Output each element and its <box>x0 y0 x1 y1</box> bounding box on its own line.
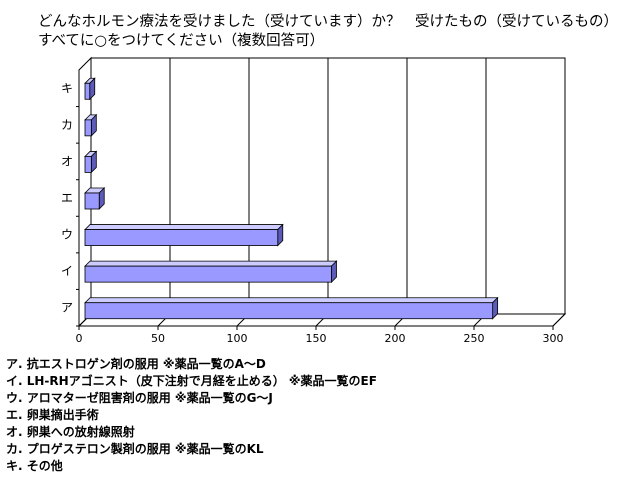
chart-title-line-2: すべてに○をつけてください（複数回答可） <box>38 33 325 49</box>
legend-item-o: オ. 卵巣への放射線照射 <box>6 425 135 439</box>
y-tick-label: イ <box>61 264 73 278</box>
x-tick-label: 50 <box>151 332 165 345</box>
bar <box>84 302 494 320</box>
y-tick-label: ア <box>61 301 73 315</box>
y-tick-label: キ <box>61 81 73 95</box>
y-tick-label: カ <box>61 118 73 132</box>
legend-item-e: エ. 卵巣摘出手術 <box>6 408 99 422</box>
x-tick-label: 250 <box>464 332 485 345</box>
legend-item-u: ウ. アロマターゼ阻害剤の服用 ※薬品一覧のG～J <box>6 391 273 405</box>
x-tick-label: 0 <box>76 332 83 345</box>
bar <box>84 119 92 137</box>
chart-title-line-1: どんなホルモン療法を受けました（受けています）か？ 受けたもの（受けているもの） <box>38 14 618 30</box>
floor-gridline <box>552 313 566 327</box>
bar-top-face <box>84 297 499 304</box>
x-tick-label: 300 <box>543 332 564 345</box>
bar <box>84 82 91 100</box>
bar <box>84 192 100 210</box>
bar-top-face <box>84 224 284 230</box>
x-tick-label: 150 <box>306 332 327 345</box>
legend-item-ka: カ. プロゲステロン製剤の服用 ※薬品一覧のKL <box>6 442 264 456</box>
x-tick-label: 100 <box>227 332 248 345</box>
x-tick-label: 200 <box>385 332 406 345</box>
category-legend: ア. 抗エストロゲン剤の服用 ※薬品一覧のA～D イ. LH-RHアゴニスト（皮… <box>6 356 377 475</box>
y-tick-label: ウ <box>61 228 73 242</box>
y-tick-label: エ <box>61 191 73 205</box>
bar <box>84 156 92 173</box>
bar <box>84 229 279 246</box>
bar-top-face <box>84 260 338 267</box>
y-tick-label: オ <box>61 154 73 168</box>
bar <box>84 265 332 283</box>
legend-item-i: イ. LH-RHアゴニスト（皮下注射で月経を止める） ※薬品一覧のEF <box>6 374 377 388</box>
legend-item-a: ア. 抗エストロゲン剤の服用 ※薬品一覧のA～D <box>6 357 266 371</box>
legend-item-ki: キ. その他 <box>6 459 63 473</box>
